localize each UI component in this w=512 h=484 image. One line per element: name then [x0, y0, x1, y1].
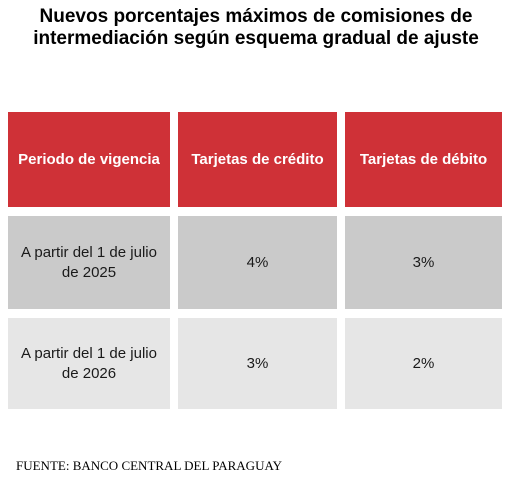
row-2-periodo: A partir del 1 de julio de 2026: [8, 318, 170, 409]
row-1-credito: 4%: [178, 216, 337, 309]
row-1-periodo: A partir del 1 de julio de 2025: [8, 216, 170, 309]
source-note: FUENTE: BANCO CENTRAL DEL PARAGUAY: [16, 458, 283, 473]
header-credito: Tarjetas de crédito: [178, 112, 337, 207]
row-1-debito: 3%: [345, 216, 502, 309]
row-2-debito: 2%: [345, 318, 502, 409]
header-debito: Tarjetas de débito: [345, 112, 502, 207]
header-periodo: Periodo de vigencia: [8, 112, 170, 207]
page-title: Nuevos porcentajes máximos de comisiones…: [33, 6, 479, 49]
row-2-credito: 3%: [178, 318, 337, 409]
